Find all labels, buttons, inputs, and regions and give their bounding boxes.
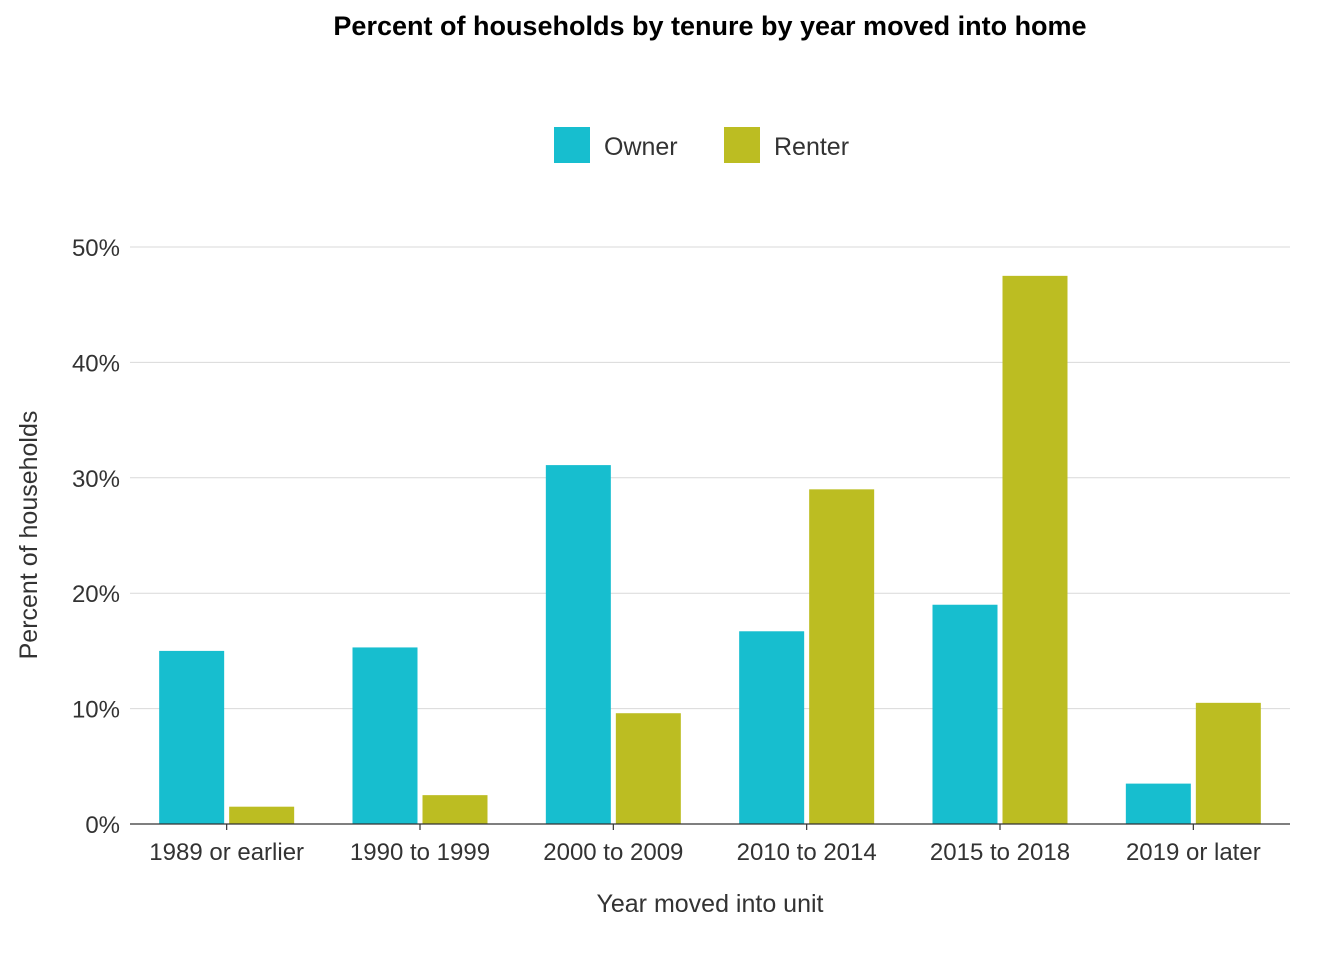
x-tick-label-1989-or-earlier: 1989 or earlier xyxy=(149,839,304,866)
legend-swatch-renter xyxy=(724,127,760,163)
bar-owner-1989-or-earlier xyxy=(159,650,225,824)
chart-title: Percent of households by tenure by year … xyxy=(333,11,1086,41)
y-axis-title: Percent of households xyxy=(15,411,43,660)
x-tick-label-2010-to-2014: 2010 to 2014 xyxy=(737,839,877,866)
y-tick-label-20: 20% xyxy=(72,581,120,608)
bar-renter-2010-to-2014 xyxy=(809,489,875,824)
bars xyxy=(159,275,1261,825)
bar-owner-2019-or-later xyxy=(1125,783,1191,824)
x-axis: 1989 or earlier 1990 to 1999 2000 to 2009 2… xyxy=(130,823,1290,866)
bar-renter-2000-to-2009 xyxy=(615,713,681,824)
x-tick-label-2015-to-2018: 2015 to 2018 xyxy=(930,839,1070,866)
bar-owner-2000-to-2009 xyxy=(545,465,611,824)
y-tick-label-0: 0% xyxy=(85,812,120,839)
legend-label-owner: Owner xyxy=(604,133,678,161)
x-tick-label-2000-to-2009: 2000 to 2009 xyxy=(543,839,683,866)
gridlines xyxy=(130,246,1290,710)
x-axis-title: Year moved into unit xyxy=(596,890,823,918)
bar-renter-1989-or-earlier xyxy=(229,806,295,824)
legend-label-renter: Renter xyxy=(774,133,849,161)
bar-renter-1990-to-1999 xyxy=(422,795,488,824)
bar-renter-2019-or-later xyxy=(1195,702,1261,824)
y-tick-label-50: 50% xyxy=(72,235,120,262)
x-tick-label-2019-or-later: 2019 or later xyxy=(1126,839,1261,866)
bar-renter-2015-to-2018 xyxy=(1002,275,1068,825)
bar-owner-2010-to-2014 xyxy=(739,631,805,824)
y-tick-label-40: 40% xyxy=(72,350,120,377)
y-tick-label-10: 10% xyxy=(72,697,120,724)
legend-swatch-owner xyxy=(554,127,590,163)
bar-owner-2015-to-2018 xyxy=(932,604,998,824)
y-tick-label-30: 30% xyxy=(72,466,120,493)
x-tick-label-1990-to-1999: 1990 to 1999 xyxy=(350,839,490,866)
y-axis: 0% 10% 20% 30% 40% 50% xyxy=(72,235,120,839)
legend: Owner Renter xyxy=(554,127,849,163)
bar-owner-1990-to-1999 xyxy=(352,647,418,824)
